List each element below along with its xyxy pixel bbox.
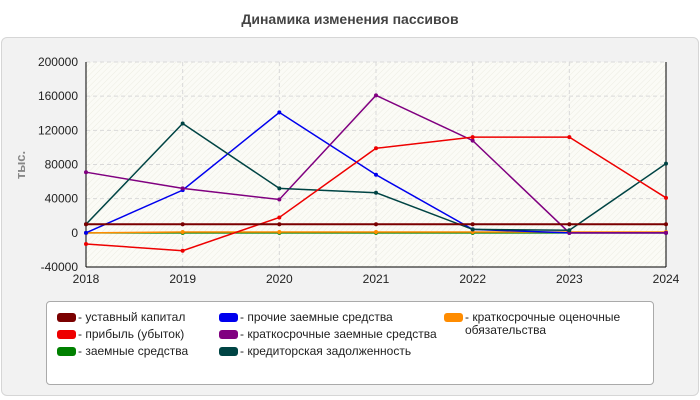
legend-swatch (57, 313, 76, 322)
legend-label: - прочие заемные средства (240, 310, 393, 324)
legend-label: - уставный капитал (78, 310, 186, 324)
x-tick-label: 2022 (459, 272, 486, 286)
legend-label: - прибыль (убыток) (78, 327, 185, 341)
data-point (277, 222, 282, 227)
data-point (664, 230, 668, 235)
x-tick-label: 2018 (73, 272, 100, 286)
data-point (567, 222, 572, 227)
data-point (277, 186, 282, 191)
data-point (84, 241, 88, 246)
series-1 (84, 135, 668, 253)
data-point (374, 146, 378, 151)
x-tick-label: 2024 (653, 272, 680, 286)
data-point (277, 110, 282, 115)
legend-swatch (219, 313, 238, 322)
legend-column: - краткосрочные оценочные обязательства (444, 311, 649, 341)
data-point (664, 222, 668, 227)
data-point (180, 248, 185, 253)
legend: - уставный капитал - прибыль (убыток) - за… (46, 301, 654, 385)
data-point (180, 121, 185, 126)
data-point (470, 138, 475, 143)
data-point (180, 186, 185, 191)
legend-swatch (444, 313, 463, 322)
y-tick-label: 80000 (45, 158, 79, 172)
legend-swatch (219, 347, 238, 356)
y-tick-label: 120000 (38, 123, 78, 137)
data-point (84, 222, 88, 227)
legend-label: - кредиторская задолженность (240, 344, 412, 358)
tick-labels: -40000 0 40000 80000 120000 160000 200000 2018 2… (38, 55, 680, 286)
data-point (277, 215, 282, 220)
data-point (374, 93, 378, 98)
x-tick-label: 2019 (169, 272, 196, 286)
legend-item: - прочие заемные средства (219, 311, 439, 324)
legend-item: - прибыль (убыток) (57, 328, 217, 341)
data-point (374, 222, 378, 227)
x-tick-label: 2020 (266, 272, 293, 286)
x-tick-label: 2021 (363, 272, 390, 286)
legend-column: - прочие заемные средства - краткосрочные… (219, 311, 439, 362)
data-point (84, 230, 88, 235)
legend-label: - заемные средства (78, 344, 189, 358)
data-point (374, 190, 378, 195)
legend-item: - краткосрочные оценочные обязательства (444, 311, 649, 337)
x-tick-label: 2023 (556, 272, 583, 286)
data-point (664, 195, 668, 200)
legend-swatch (57, 330, 76, 339)
y-tick-label: 0 (71, 226, 78, 240)
legend-column: - уставный капитал - прибыль (убыток) - за… (57, 311, 217, 362)
data-point (470, 222, 475, 227)
series-4 (84, 93, 668, 235)
series (84, 93, 668, 253)
y-tick-label: 160000 (38, 89, 78, 103)
data-point (277, 197, 282, 202)
legend-label: - краткосрочные оценочные обязательства (465, 310, 621, 337)
data-point (664, 161, 668, 166)
data-point (567, 135, 572, 140)
chart-title: Динамика изменения пассивов (241, 11, 459, 27)
data-point (180, 229, 185, 234)
y-tick-label: -40000 (41, 260, 79, 274)
legend-item: - уставный капитал (57, 311, 217, 324)
y-axis-title: тыс. (13, 151, 28, 179)
data-point (374, 172, 378, 177)
legend-swatch (219, 330, 238, 339)
data-point (470, 135, 475, 140)
legend-label: - краткосрочные заемные средства (240, 327, 437, 341)
legend-item: - заемные средства (57, 345, 217, 358)
legend-item: - кредиторская задолженность (219, 345, 439, 358)
data-point (277, 229, 282, 234)
legend-swatch (57, 347, 76, 356)
y-tick-label: 40000 (45, 192, 79, 206)
series-0 (84, 222, 668, 227)
data-point (180, 222, 185, 227)
data-point (374, 229, 378, 234)
data-point (470, 227, 475, 232)
y-tick-label: 200000 (38, 55, 78, 69)
data-point (84, 170, 88, 175)
legend-item: - краткосрочные заемные средства (219, 328, 439, 341)
data-point (567, 228, 572, 233)
